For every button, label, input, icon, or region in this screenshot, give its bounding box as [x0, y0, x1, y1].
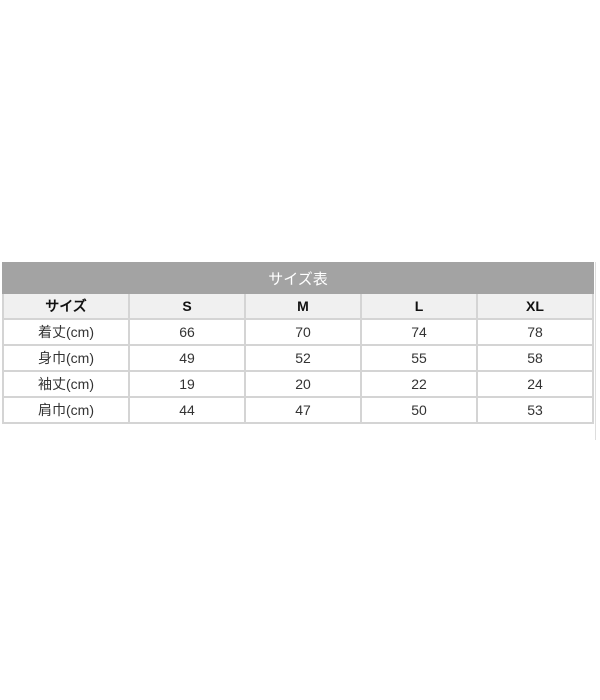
table-cell: 44 [128, 396, 246, 424]
header-cell: M [244, 292, 362, 320]
table-cell: 19 [128, 370, 246, 398]
table-cell: 58 [476, 344, 594, 372]
table-cell: 78 [476, 318, 594, 346]
table-cell: 24 [476, 370, 594, 398]
header-cell: L [360, 292, 478, 320]
table-row: 身巾(cm) 49 52 55 58 [2, 344, 594, 372]
table-row: 袖丈(cm) 19 20 22 24 [2, 370, 594, 398]
row-label: 袖丈(cm) [2, 370, 130, 398]
header-cell: XL [476, 292, 594, 320]
header-row: サイズ S M L XL [2, 292, 594, 320]
row-label: 肩巾(cm) [2, 396, 130, 424]
table-cell: 47 [244, 396, 362, 424]
row-label: 着丈(cm) [2, 318, 130, 346]
table-cell: 22 [360, 370, 478, 398]
row-label: 身巾(cm) [2, 344, 130, 372]
table-row: 着丈(cm) 66 70 74 78 [2, 318, 594, 346]
table-cell: 70 [244, 318, 362, 346]
table-cell: 49 [128, 344, 246, 372]
header-cell: サイズ [2, 292, 130, 320]
table-cell: 55 [360, 344, 478, 372]
table-cell: 50 [360, 396, 478, 424]
table-cell: 66 [128, 318, 246, 346]
table-cell: 20 [244, 370, 362, 398]
table-cell: 52 [244, 344, 362, 372]
table-title: サイズ表 [2, 262, 594, 294]
header-cell: S [128, 292, 246, 320]
table-cell: 74 [360, 318, 478, 346]
size-table: サイズ表 サイズ S M L XL 着丈(cm) 66 70 74 78 身巾(… [2, 262, 594, 424]
divider [595, 262, 596, 440]
table-cell: 53 [476, 396, 594, 424]
table-row: 肩巾(cm) 44 47 50 53 [2, 396, 594, 424]
